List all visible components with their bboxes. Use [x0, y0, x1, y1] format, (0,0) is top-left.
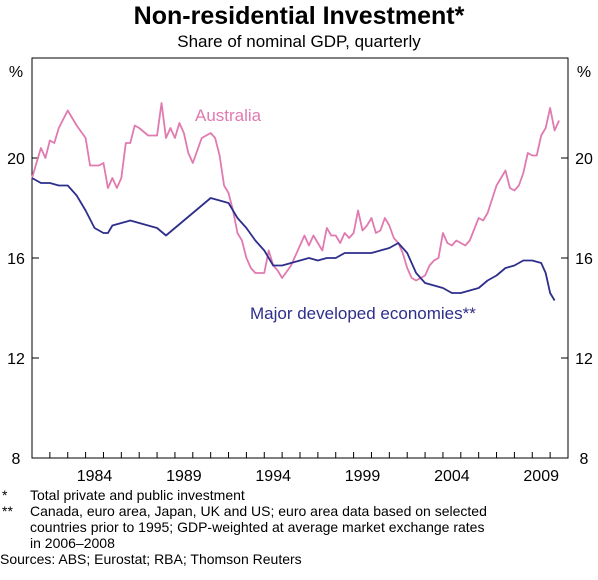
axis-ticks [31, 157, 569, 459]
footnote-star: * Total private and public investment [0, 487, 598, 503]
x-tick-label: 1984 [77, 468, 113, 485]
series-line-major-economies [31, 177, 556, 301]
y-tick-label-right: 16 [575, 251, 593, 268]
footnote-double-star-line: in 2006–2008 [30, 535, 115, 551]
y-tick-label-right: 12 [575, 351, 593, 368]
series-label-major-economies: Major developed economies** [250, 304, 476, 323]
chart-subtitle: Share of nominal GDP, quarterly [177, 32, 421, 51]
chart-title: Non-residential Investment* [133, 2, 465, 30]
y-unit-left: % [9, 64, 23, 81]
x-tick-label: 2009 [523, 468, 559, 485]
sources-note: Sources: ABS; Eurostat; RBA; Thomson Reu… [0, 551, 302, 567]
series-lines [31, 102, 560, 301]
x-tick-label: 1994 [255, 468, 291, 485]
plot-frame [31, 57, 569, 459]
x-tick-label: 1989 [166, 468, 202, 485]
footnote-star-mark: * [2, 487, 8, 503]
y-tick-label-left: 12 [7, 351, 25, 368]
x-tick-label: 1999 [345, 468, 381, 485]
footnote-double-star-mark: ** [2, 503, 13, 519]
x-tick-label: 2004 [434, 468, 470, 485]
y-tick-label-left: 8 [12, 451, 21, 468]
y-tick-label-right: 8 [580, 451, 589, 468]
y-unit-right: % [577, 64, 591, 81]
footnotes: * Total private and public investment **… [0, 487, 598, 567]
footnote-double-star-line: Canada, euro area, Japan, UK and US; eur… [30, 503, 487, 519]
y-tick-label-left: 20 [7, 151, 25, 168]
footnote-double-star: ** Canada, euro area, Japan, UK and US; … [0, 503, 598, 551]
y-tick-label-left: 16 [7, 251, 25, 268]
series-line-australia [31, 102, 560, 282]
series-label-australia: Australia [195, 106, 262, 125]
footnote-star-text: Total private and public investment [30, 487, 245, 503]
y-axis-labels: 8 8 12 12 16 16 20 20 [7, 151, 593, 468]
y-tick-label-right: 20 [575, 151, 593, 168]
footnote-double-star-line: countries prior to 1995; GDP-weighted at… [30, 519, 485, 535]
x-axis-labels: 1984 1989 1994 1999 2004 2009 [77, 468, 559, 485]
